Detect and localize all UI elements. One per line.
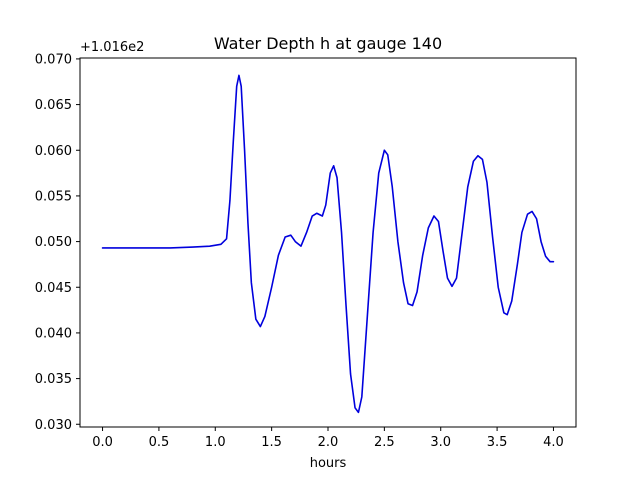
x-tick-label: 3.0 <box>430 435 451 450</box>
x-tick-label: 1.5 <box>261 435 282 450</box>
x-tick-label: 0.0 <box>92 435 113 450</box>
y-tick-label: 0.040 <box>35 326 72 341</box>
y-tick-label: 0.035 <box>35 372 72 387</box>
x-tick-label: 1.0 <box>205 435 226 450</box>
x-tick-label: 0.5 <box>149 435 170 450</box>
chart-title: Water Depth h at gauge 140 <box>214 34 442 53</box>
y-axis-offset-text: +1.016e2 <box>80 40 144 55</box>
y-tick-label: 0.030 <box>35 418 72 433</box>
x-tick-label: 4.0 <box>543 435 564 450</box>
plot-area <box>101 74 555 414</box>
series-line-0 <box>101 74 555 414</box>
x-tick-label: 2.0 <box>318 435 339 450</box>
y-tick-label: 0.045 <box>35 281 72 296</box>
y-tick-label: 0.060 <box>35 144 72 159</box>
y-tick-label: 0.050 <box>35 235 72 250</box>
x-tick-label: 3.5 <box>487 435 508 450</box>
x-tick-label: 2.5 <box>374 435 395 450</box>
y-tick-label: 0.065 <box>35 98 72 113</box>
y-tick-label: 0.070 <box>35 52 72 67</box>
x-axis-title: hours <box>310 456 347 471</box>
y-tick-label: 0.055 <box>35 189 72 204</box>
axes: 0.0 0.5 1.0 1.5 2.0 2.5 3.0 3.5 4.0 0.030 0.035 0.0… <box>35 52 577 450</box>
